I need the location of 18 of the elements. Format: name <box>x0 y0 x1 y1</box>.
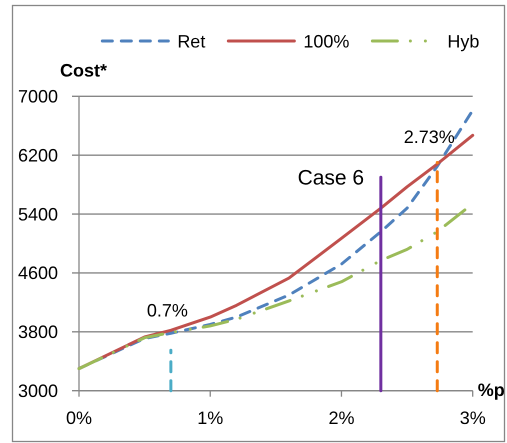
y-tick-label: 4600 <box>18 263 58 284</box>
y-axis-title: Cost* <box>60 60 108 80</box>
x-axis-title: %p <box>478 380 505 400</box>
legend-label: 100% <box>303 31 350 52</box>
x-tick-label: 3% <box>460 408 486 428</box>
annotation: Case 6 <box>298 166 364 190</box>
x-tick-label: 2% <box>328 408 354 428</box>
annotation: 2.73% <box>404 126 455 147</box>
annotation: 0.7% <box>146 300 188 321</box>
x-tick-label: 1% <box>197 408 224 428</box>
y-tick-label: 5400 <box>18 204 58 224</box>
x-tick-label: 0% <box>66 408 92 428</box>
y-tick-label: 3800 <box>18 322 58 342</box>
y-tick-label: 6200 <box>18 145 58 166</box>
y-tick-label: 7000 <box>18 86 58 107</box>
legend-label: Hyb <box>447 31 480 52</box>
y-tick-label: 3000 <box>18 381 58 401</box>
legend-label: Ret <box>177 31 206 52</box>
